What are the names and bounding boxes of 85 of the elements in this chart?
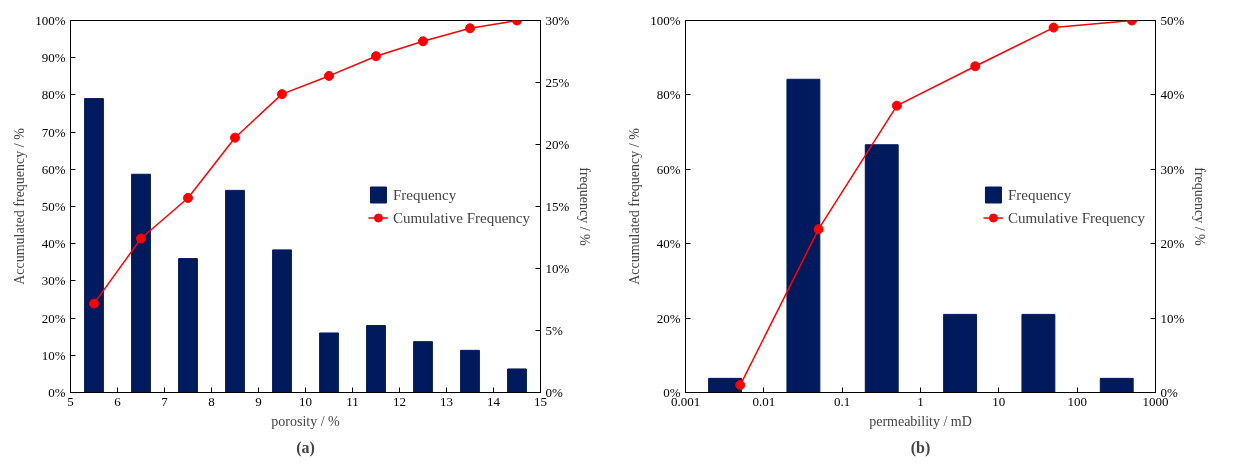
bar — [225, 189, 245, 393]
x-axis-title: porosity / % — [271, 413, 341, 429]
y2-tick-label: 10% — [1160, 310, 1185, 326]
point — [371, 51, 381, 62]
y2-tick-label: 30% — [545, 13, 570, 28]
y-tick-label: 60% — [656, 161, 681, 177]
bar — [460, 349, 480, 393]
point — [735, 380, 746, 391]
text: (a) — [296, 438, 315, 457]
bar — [131, 173, 151, 393]
x-tick-label: 12 — [393, 393, 406, 409]
x-tick-label: 1 — [917, 393, 924, 409]
x-tick-label: 5 — [67, 393, 74, 409]
text: (b) — [910, 438, 931, 457]
y-tick-label: 80% — [41, 87, 66, 103]
x-tick-label: 0.1 — [834, 393, 851, 409]
y-tick-label: 50% — [41, 199, 66, 214]
x-axis-title: permeability / mD — [869, 413, 972, 429]
point — [324, 70, 334, 81]
bar — [272, 249, 292, 393]
bar — [84, 98, 104, 393]
y2-tick-label: 20% — [1160, 236, 1185, 252]
point — [89, 298, 99, 309]
x-tick-label: 13 — [440, 393, 453, 409]
point — [418, 36, 428, 47]
y2-tick-label: 25% — [545, 75, 570, 90]
legend-label: Cumulative Frequency — [392, 209, 530, 226]
bar — [1099, 377, 1134, 393]
point — [813, 224, 824, 235]
y2-tick-label: 50% — [1160, 13, 1185, 28]
y-axis-title: Accumulated frequency / % — [12, 127, 28, 285]
bar — [366, 325, 386, 393]
y2-tick-label: 5% — [545, 323, 563, 338]
y-tick-label: 40% — [41, 236, 66, 252]
bar — [507, 368, 527, 393]
x-tick-label: 10 — [299, 393, 312, 409]
point — [891, 100, 902, 111]
y-tick-label: 70% — [41, 124, 66, 140]
y-tick-label: 30% — [41, 273, 66, 289]
bar — [864, 144, 899, 393]
bar — [943, 313, 978, 393]
y-tick-label: 60% — [41, 161, 66, 177]
point — [465, 23, 475, 34]
y2-tick-label: 15% — [545, 199, 570, 214]
y-tick-label: 90% — [41, 50, 66, 66]
point — [230, 132, 240, 143]
point — [1048, 22, 1059, 33]
bar — [786, 78, 821, 393]
y2-tick-label: 20% — [545, 137, 570, 152]
y2-axis-title: frequency / % — [577, 167, 593, 247]
y-tick-label: 100% — [35, 13, 66, 28]
point — [136, 233, 146, 244]
bar — [319, 332, 339, 393]
y-tick-label: 10% — [41, 347, 66, 363]
x-tick-label: 15 — [534, 393, 547, 409]
x-tick-label: 6 — [114, 393, 122, 409]
x-tick-label: 9 — [255, 393, 262, 409]
x-tick-label: 10 — [992, 393, 1006, 409]
point — [970, 61, 981, 72]
x-tick-label: 11 — [346, 393, 359, 409]
legend-label: Cumulative Frequency — [1007, 209, 1145, 226]
y2-axis-title: frequency / % — [1192, 167, 1208, 247]
y-tick-label: 100% — [650, 13, 681, 28]
bar — [413, 341, 433, 393]
x-tick-label: 100 — [1067, 393, 1087, 409]
bar — [1021, 313, 1056, 393]
bar — [178, 258, 198, 393]
y-tick-label: 0% — [48, 385, 66, 400]
point — [183, 192, 193, 203]
x-tick-label: 8 — [208, 393, 215, 409]
y-tick-label: 20% — [656, 310, 681, 326]
y2-tick-label: 10% — [545, 261, 570, 276]
x-tick-label: 7 — [161, 393, 169, 409]
y2-tick-label: 30% — [1160, 161, 1185, 177]
legend-label: Frequency — [392, 186, 457, 203]
y2-tick-label: 40% — [1160, 87, 1185, 103]
y-tick-label: 20% — [41, 310, 66, 326]
x-tick-label: 14 — [487, 393, 501, 409]
y2-tick-label: 0% — [545, 385, 563, 400]
x-tick-label: 0.01 — [752, 393, 776, 409]
legend-label: Frequency — [1007, 186, 1072, 203]
y-axis-title: Accumulated frequency / % — [627, 127, 643, 285]
point — [277, 89, 287, 100]
y-tick-label: 80% — [656, 87, 681, 103]
y-tick-label: 40% — [656, 236, 681, 252]
